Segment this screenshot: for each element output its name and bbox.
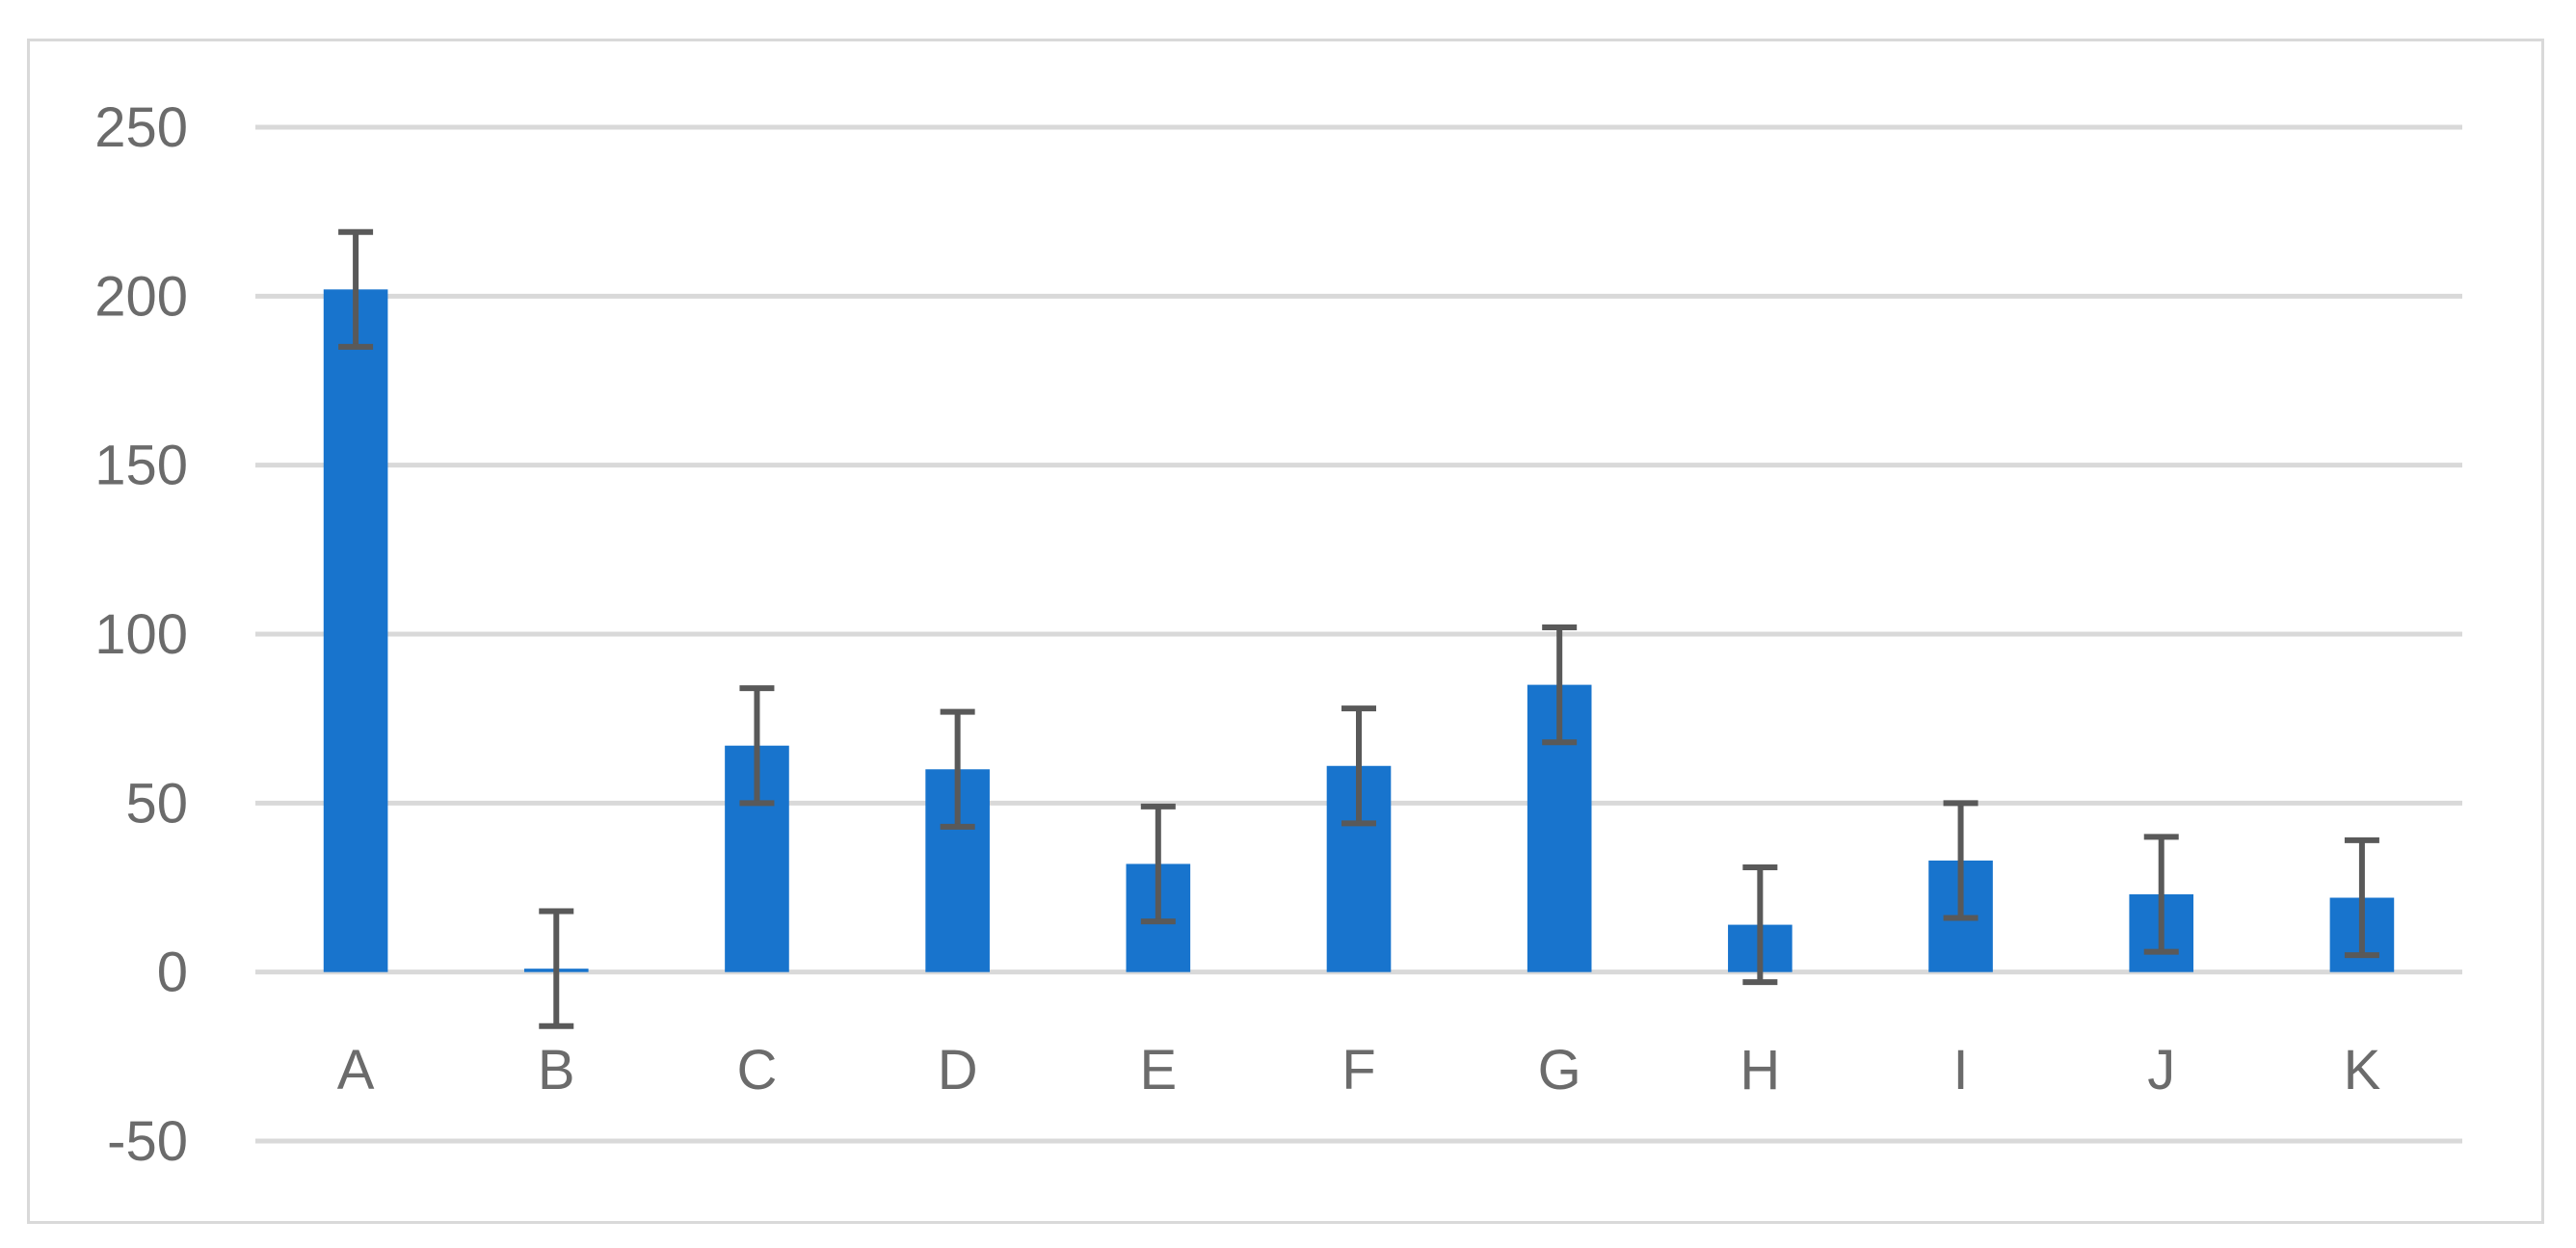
x-tick-label: C — [737, 1039, 778, 1102]
error-bars — [338, 228, 2379, 1029]
y-tick-label: 50 — [125, 772, 188, 835]
x-tick-label: F — [1341, 1039, 1375, 1102]
error-bar-G — [1542, 624, 1578, 746]
y-tick-label: -50 — [107, 1110, 188, 1173]
y-tick-label: 250 — [94, 96, 188, 159]
error-bar-A — [338, 228, 374, 350]
gridlines — [255, 124, 2462, 1144]
error-bar-B — [539, 908, 574, 1029]
x-tick-label: K — [2344, 1039, 2381, 1102]
x-tick-label: A — [337, 1039, 375, 1102]
error-bar-H — [1742, 863, 1778, 986]
y-tick-label: 150 — [94, 435, 188, 497]
x-tick-label: E — [1139, 1039, 1177, 1102]
bar-A — [323, 289, 388, 972]
error-bar-E — [1140, 803, 1176, 925]
bars — [323, 289, 2395, 972]
y-axis-ticks: 250 200 150 100 50 0 -50 — [94, 96, 188, 1173]
x-tick-label: B — [538, 1039, 575, 1102]
y-tick-label: 100 — [94, 603, 188, 666]
error-bar-I — [1943, 800, 1978, 921]
x-axis-labels: A B C D E F G H I J K — [337, 1039, 2381, 1102]
x-tick-label: D — [938, 1039, 978, 1102]
error-bar-C — [739, 685, 775, 807]
x-tick-label: I — [1952, 1039, 1968, 1102]
error-bar-K — [2344, 836, 2379, 959]
y-tick-label: 200 — [94, 265, 188, 328]
x-tick-label: J — [2147, 1039, 2175, 1102]
chart-frame — [27, 39, 2544, 1224]
error-bar-D — [940, 708, 975, 830]
error-bar-J — [2143, 834, 2179, 955]
x-tick-label: G — [1538, 1039, 1581, 1102]
error-bar-F — [1341, 705, 1376, 827]
y-tick-label: 0 — [157, 942, 188, 1004]
x-tick-label: H — [1739, 1039, 1780, 1102]
